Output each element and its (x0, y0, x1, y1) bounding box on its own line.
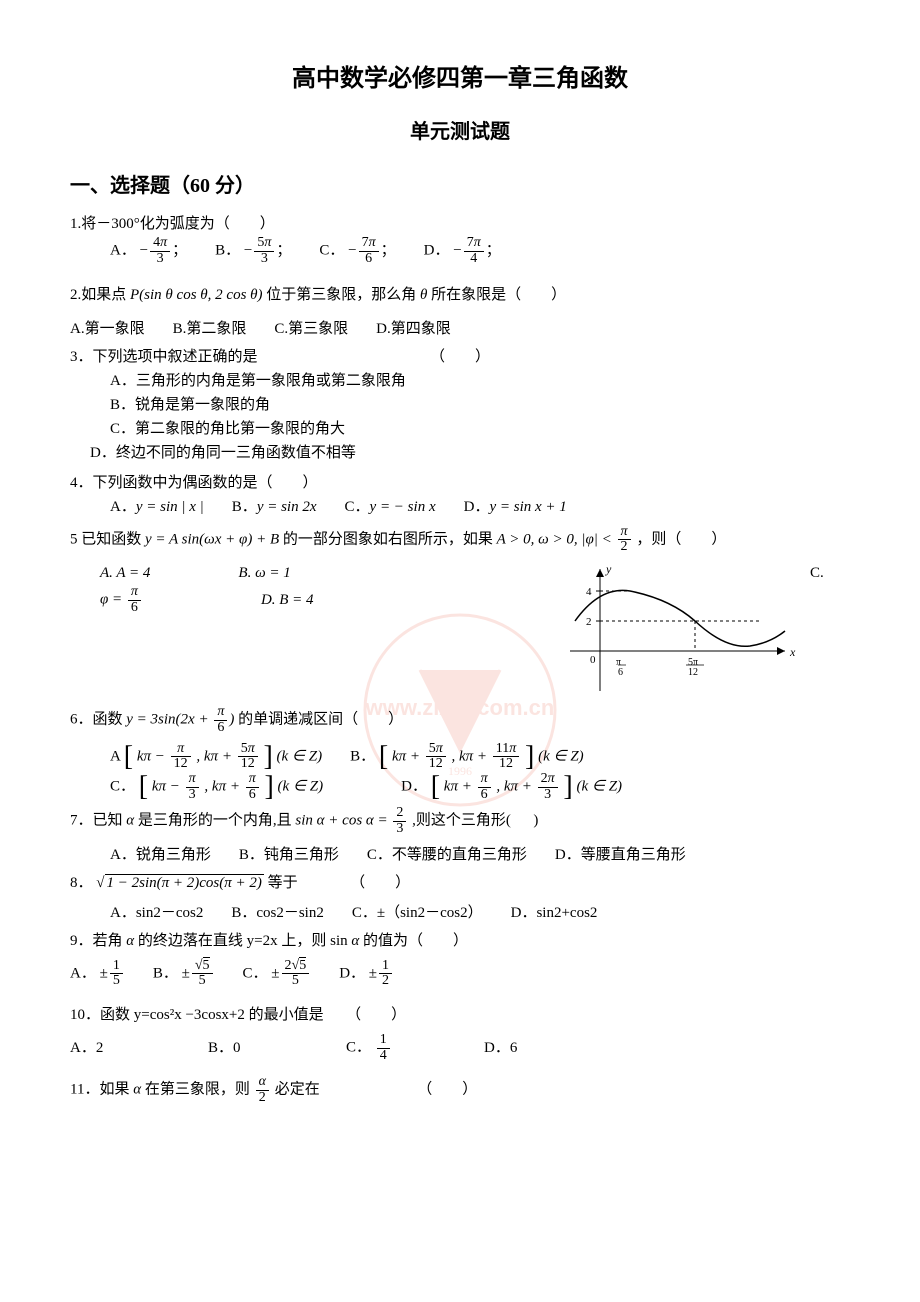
svg-text:y: y (605, 562, 612, 576)
q10-options: A．2 B．0 C． 14 D．6 (70, 1033, 850, 1063)
q8-opt-c: C．±（sin2－cos2） (352, 901, 483, 925)
q4-opt-a: A．y = sin | x | (110, 495, 204, 519)
svg-text:4: 4 (586, 586, 592, 598)
q10-opt-b: B．0 (208, 1036, 318, 1060)
svg-text:6: 6 (618, 667, 623, 678)
q4-opt-b: B．y = sin 2x (232, 495, 317, 519)
q6-opt-c: C． [ kπ − π3 , kπ + π6 ] (k ∈ Z) (110, 772, 323, 802)
question-11: 11．如果 α 在第三象限，则 α2 必定在 （ ） (70, 1075, 850, 1105)
q5-opt-c: C. (810, 565, 824, 581)
q4-opt-d: D．y = sin x + 1 (464, 495, 567, 519)
q3-opt-b: B．锐角是第一象限的角 (110, 393, 850, 417)
q7-opt-b: B．钝角三角形 (239, 843, 339, 867)
doc-title: 高中数学必修四第一章三角函数 (70, 60, 850, 98)
q4-opt-c: C．y = − sin x (345, 495, 436, 519)
question-1: 1.将－300°化为弧度为（ ） A． −4π3； B． −5π3； C． −7… (70, 212, 850, 266)
section-header-1: 一、选择题（60 分） (70, 170, 850, 202)
question-10: 10．函数 y=cos²x −3cosx+2 的最小值是 （ ） (70, 1003, 850, 1027)
q1-opt-c: C． −7π6； (319, 236, 395, 266)
q1-opt-a: A． −4π3； (110, 236, 187, 266)
q5-opt-c-wrap: φ = π6 (100, 585, 143, 615)
doc-subtitle: 单元测试题 (70, 116, 850, 148)
q9-opt-b: B． ±√55 (153, 959, 215, 989)
q3-opt-d: D．终边不同的角同一三角函数值不相等 (90, 441, 850, 465)
svg-text:x: x (789, 645, 796, 659)
q2-expr: P(sin θ cos θ, 2 cos θ) (130, 287, 263, 303)
question-4: 4．下列函数中为偶函数的是（ ） A．y = sin | x | B．y = s… (70, 471, 850, 519)
question-9: 9．若角 α 的终边落在直线 y=2x 上，则 sin α 的值为（ ） (70, 929, 850, 953)
q10-opt-d: D．6 (484, 1036, 517, 1060)
q1-options: A． −4π3； B． −5π3； C． −7π6； D． −7π4； (110, 236, 850, 266)
q2-opt-d: D.第四象限 (376, 317, 451, 341)
q8-opt-b: B．cos2－sin2 (231, 901, 324, 925)
question-5: 5 已知函数 y = A sin(ωx + φ) + B 的一部分图象如右图所示… (70, 525, 850, 555)
q2-opt-a: A.第一象限 (70, 317, 145, 341)
q5-chart: x y 4 2 0 π 6 5π 12 (560, 561, 800, 701)
q10-stem: 10．函数 y=cos²x −3cosx+2 的最小值是 （ ） (70, 1007, 406, 1023)
question-8: 8． √1 − 2sin(π + 2)cos(π + 2) 等于 （ ） (70, 871, 850, 895)
svg-text:2: 2 (586, 616, 592, 628)
q6-opt-d: D． [ kπ + π6 , kπ + 2π3 ] (k ∈ Z) (401, 772, 622, 802)
question-2: 2.如果点 P(sin θ cos θ, 2 cos θ) 位于第三象限，那么角… (70, 283, 850, 307)
q4-stem: 4．下列函数中为偶函数的是（ ） (70, 471, 850, 495)
q8-options: A．sin2－cos2 B．cos2－sin2 C．±（sin2－cos2） D… (110, 901, 850, 925)
q5-opt-a: A. A = 4 (100, 561, 150, 585)
question-6: 6．函数 y = 3sin(2x + π6) 的单调递减区间（ ） (70, 705, 850, 735)
q2-options: A.第一象限 B.第二象限 C.第三象限 D.第四象限 (70, 317, 850, 341)
svg-text:0: 0 (590, 654, 596, 666)
q8-opt-a: A．sin2－cos2 (110, 901, 203, 925)
question-7: 7．已知 α 是三角形的一个内角,且 sin α + cos α = 23 ,则… (70, 806, 850, 836)
q7-opt-a: A．锐角三角形 (110, 843, 211, 867)
q1-opt-b: B． −5π3； (215, 236, 291, 266)
q4-options: A．y = sin | x | B．y = sin 2x C．y = − sin… (110, 495, 850, 519)
q6-options: A [ kπ − π12 , kπ + 5π12 ] (k ∈ Z) B． [ … (110, 742, 850, 803)
q3-opt-c: C．第二象限的角比第一象限的角大 (110, 417, 850, 441)
q7-opt-d: D．等腰直角三角形 (555, 843, 686, 867)
q10-opt-c: C． 14 (346, 1033, 456, 1063)
q9-opt-a: A． ±15 (70, 959, 125, 989)
q8-opt-d: D．sin2+cos2 (511, 901, 598, 925)
q3-opt-a: A．三角形的内角是第一象限角或第二象限角 (110, 369, 850, 393)
q3-stem: 3．下列选项中叙述正确的是 （ ） (70, 345, 850, 369)
q7-options: A．锐角三角形 B．钝角三角形 C．不等腰的直角三角形 D．等腰直角三角形 (110, 843, 850, 867)
q2-opt-b: B.第二象限 (173, 317, 247, 341)
q2-opt-c: C.第三象限 (274, 317, 348, 341)
q5-opt-d: D. B = 4 (261, 588, 314, 612)
q7-opt-c: C．不等腰的直角三角形 (367, 843, 527, 867)
q5-body: A. A = 4 B. ω = 1 φ = π6 D. B = 4 x y 4 … (70, 561, 850, 701)
question-3: 3．下列选项中叙述正确的是 （ ） A．三角形的内角是第一象限角或第二象限角 B… (70, 345, 850, 465)
q9-options: A． ±15 B． ±√55 C． ±2√55 D． ±12 (70, 959, 850, 989)
q1-opt-d: D． −7π4； (424, 236, 501, 266)
q5-opt-b: B. ω = 1 (238, 561, 290, 585)
q9-opt-d: D． ±12 (339, 959, 394, 989)
q10-opt-a: A．2 (70, 1036, 180, 1060)
q6-opt-b: B． [ kπ + 5π12 , kπ + 11π12 ] (k ∈ Z) (350, 742, 584, 772)
svg-text:12: 12 (688, 667, 698, 678)
q6-opt-a: A [ kπ − π12 , kπ + 5π12 ] (k ∈ Z) (110, 742, 322, 772)
q9-opt-c: C． ±2√55 (243, 959, 312, 989)
q1-stem: 1.将－300°化为弧度为（ ） (70, 216, 275, 232)
